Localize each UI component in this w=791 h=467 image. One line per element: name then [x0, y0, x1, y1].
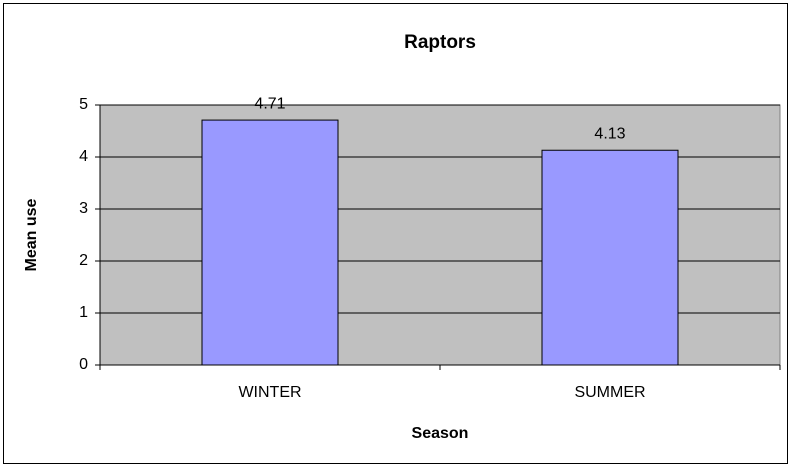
data-label: 4.71 — [254, 95, 285, 112]
data-label: 4.13 — [594, 125, 625, 142]
y-tick-label: 4 — [79, 148, 88, 165]
y-tick-label: 5 — [79, 96, 88, 113]
y-axis-label: Mean use — [23, 198, 40, 271]
bar — [201, 119, 339, 366]
bar — [541, 149, 679, 366]
x-axis-label: Season — [412, 425, 469, 442]
chart-title: Raptors — [404, 32, 476, 53]
x-tick-label: SUMMER — [574, 384, 645, 401]
x-tick-label: WINTER — [238, 384, 301, 401]
y-tick-label: 1 — [79, 304, 88, 321]
y-tick-label: 0 — [79, 356, 88, 373]
y-tick-label: 2 — [79, 252, 88, 269]
y-tick-label: 3 — [79, 200, 88, 217]
